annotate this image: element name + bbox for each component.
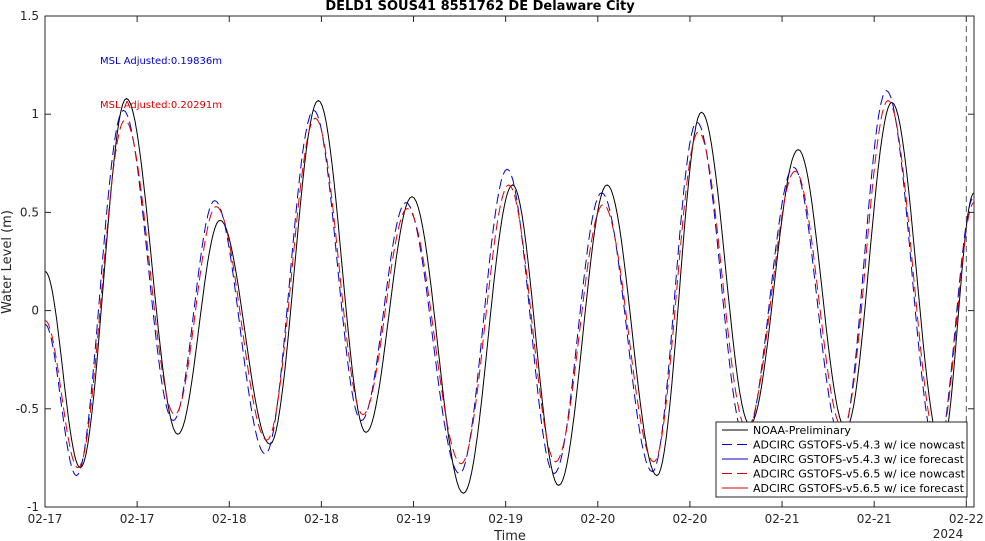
x-tick-label: 02-17 <box>120 512 155 526</box>
chart-title: DELD1 SOUS41 8551762 DE Delaware City <box>325 0 635 14</box>
series-line-3 <box>45 99 974 469</box>
legend-label: ADCIRC GSTOFS-v5.4.3 w/ ice forecast <box>753 453 965 466</box>
legend-label: ADCIRC GSTOFS-v5.4.3 w/ ice nowcast <box>753 439 966 452</box>
series-line-0 <box>45 97 974 494</box>
x-tick-label: 02-20 <box>580 512 615 526</box>
y-tick-label: -0.5 <box>16 402 39 416</box>
legend-label: ADCIRC GSTOFS-v5.6.5 w/ ice nowcast <box>753 468 966 481</box>
legend-box <box>715 421 968 498</box>
series-layer <box>45 89 974 494</box>
x-tick-label: 02-17 <box>28 512 63 526</box>
y-tick-label: 1 <box>31 107 39 121</box>
x-axis: 02-17 02-17 02-18 02-18 02-19 02-19 02-20 02-20… <box>28 16 984 526</box>
legend: NOAA-Preliminary ADCIRC GSTOFS-v5.4.3 w/ … <box>715 421 968 498</box>
msl-annotation-blue: MSL Adjusted:0.19836m <box>100 56 222 67</box>
y-axis-title: Water Level (m) <box>0 210 15 314</box>
x-tick-label: 02-20 <box>672 512 707 526</box>
x-tick-label: 02-19 <box>396 512 431 526</box>
x-tick-label: 02-19 <box>488 512 523 526</box>
x-tick-label: 02-21 <box>765 512 800 526</box>
msl-annotation-red: MSL Adjusted:0.20291m <box>100 100 222 111</box>
plot-area-frame <box>44 15 975 508</box>
x-axis-year-label: 2024 <box>933 527 964 541</box>
series-line-1 <box>45 89 974 477</box>
x-tick-label: 02-21 <box>857 512 892 526</box>
legend-label: NOAA-Preliminary <box>753 424 851 437</box>
y-tick-label: 1.5 <box>20 9 39 23</box>
y-tick-label: 0 <box>31 304 39 318</box>
x-tick-label: 02-18 <box>212 512 247 526</box>
y-tick-label: 0.5 <box>20 205 39 219</box>
legend-label: ADCIRC GSTOFS-v5.6.5 w/ ice forecast <box>753 482 965 495</box>
x-tick-label: 02-18 <box>304 512 339 526</box>
y-tick-label: -1 <box>27 500 39 514</box>
y-axis: -1 -0.5 0 0.5 1 1.5 <box>16 9 974 514</box>
x-axis-title: Time <box>493 529 526 541</box>
x-tick-label: 02-22 <box>949 512 984 526</box>
